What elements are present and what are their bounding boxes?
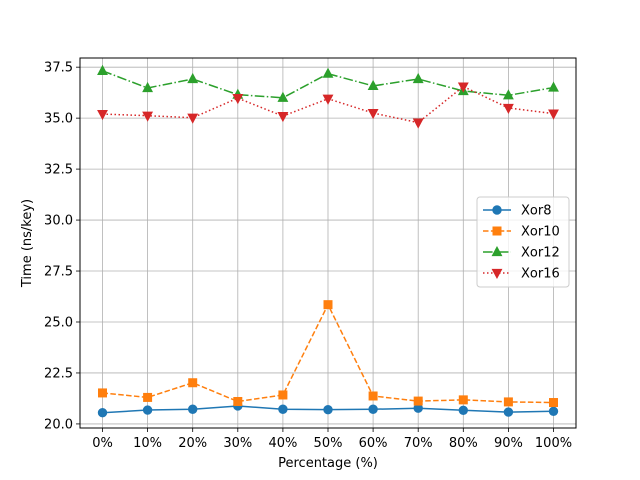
data-point	[413, 396, 423, 406]
x-tick-label: 60%	[359, 436, 388, 451]
data-point	[278, 404, 288, 414]
x-tick-label: 40%	[268, 436, 297, 451]
data-point	[97, 109, 108, 121]
x-axis-label: Percentage (%)	[278, 456, 378, 471]
y-tick-label: 25.0	[44, 315, 73, 330]
data-point	[458, 395, 468, 405]
data-point	[458, 405, 468, 415]
data-point	[502, 103, 514, 115]
data-point	[548, 109, 559, 120]
data-point	[322, 67, 334, 78]
y-axis-ticks: 20.0 22.5 25.0 27.5 30.0 32.5 35.0 37.5	[44, 61, 80, 432]
data-point	[322, 94, 334, 105]
x-tick-label: 80%	[449, 436, 478, 451]
legend-marker	[491, 268, 503, 280]
y-tick-label: 32.5	[44, 163, 73, 178]
series-layer	[97, 64, 559, 418]
legend-marker	[492, 226, 502, 236]
data-point	[278, 390, 288, 400]
y-tick-label: 22.5	[44, 366, 73, 381]
data-point	[323, 300, 333, 310]
x-tick-label: 20%	[178, 436, 207, 451]
x-tick-label: 70%	[404, 436, 433, 451]
x-tick-label: 0%	[92, 436, 113, 451]
legend-marker	[491, 245, 503, 257]
data-point	[503, 407, 514, 417]
data-point	[98, 388, 107, 398]
data-point	[277, 91, 289, 102]
legend-box	[476, 196, 570, 288]
y-axis-label: Time (ns/key)	[20, 199, 35, 288]
data-point	[277, 111, 289, 123]
data-point	[188, 378, 198, 388]
x-tick-label: 10%	[133, 436, 162, 451]
data-point	[142, 405, 153, 415]
data-point	[142, 81, 154, 93]
y-tick-label: 37.5	[44, 61, 73, 76]
data-point	[367, 108, 379, 120]
series-xor12	[97, 64, 559, 102]
legend-marker	[492, 205, 502, 215]
data-point	[368, 391, 378, 401]
y-tick-label: 27.5	[44, 265, 73, 280]
data-point	[457, 82, 469, 93]
legend-label: Xor12	[521, 246, 560, 261]
data-point	[367, 79, 379, 91]
series-xor16	[97, 82, 559, 129]
legend-item: Xor8	[483, 204, 551, 219]
x-axis-ticks: 0% 10% 20% 30% 40% 50% 60% 70% 80% 90% 100%	[92, 428, 572, 451]
y-tick-label: 30.0	[44, 214, 73, 229]
x-tick-label: 90%	[494, 436, 523, 451]
legend-label: Xor16	[521, 267, 560, 282]
legend-item: Xor12	[483, 246, 560, 261]
x-tick-label: 100%	[535, 436, 572, 451]
x-tick-label: 30%	[223, 436, 252, 451]
data-point	[503, 397, 513, 407]
data-point	[232, 94, 244, 105]
y-tick-label: 20.0	[44, 417, 73, 432]
data-point	[548, 406, 559, 416]
legend-label: Xor8	[521, 204, 551, 219]
data-point	[97, 408, 108, 418]
data-point	[548, 81, 559, 92]
data-point	[368, 404, 378, 414]
legend-item: Xor16	[483, 267, 560, 282]
data-point	[323, 404, 333, 415]
data-point	[412, 118, 424, 129]
data-point	[502, 89, 514, 100]
legend-label: Xor10	[521, 225, 560, 240]
legend: Xor8 Xor10 Xor12 Xor16	[476, 196, 570, 288]
data-point	[188, 404, 198, 414]
x-tick-label: 50%	[314, 436, 343, 451]
y-tick-label: 35.0	[44, 112, 73, 127]
data-point	[549, 398, 558, 408]
data-point	[143, 392, 153, 402]
data-point	[233, 396, 243, 406]
data-point	[97, 64, 108, 75]
data-point	[412, 72, 424, 84]
data-point	[187, 72, 199, 84]
series-xor8	[97, 401, 559, 418]
data-point	[187, 113, 199, 124]
legend-item: Xor10	[483, 225, 560, 240]
data-point	[142, 111, 154, 122]
series-xor10	[98, 300, 558, 408]
